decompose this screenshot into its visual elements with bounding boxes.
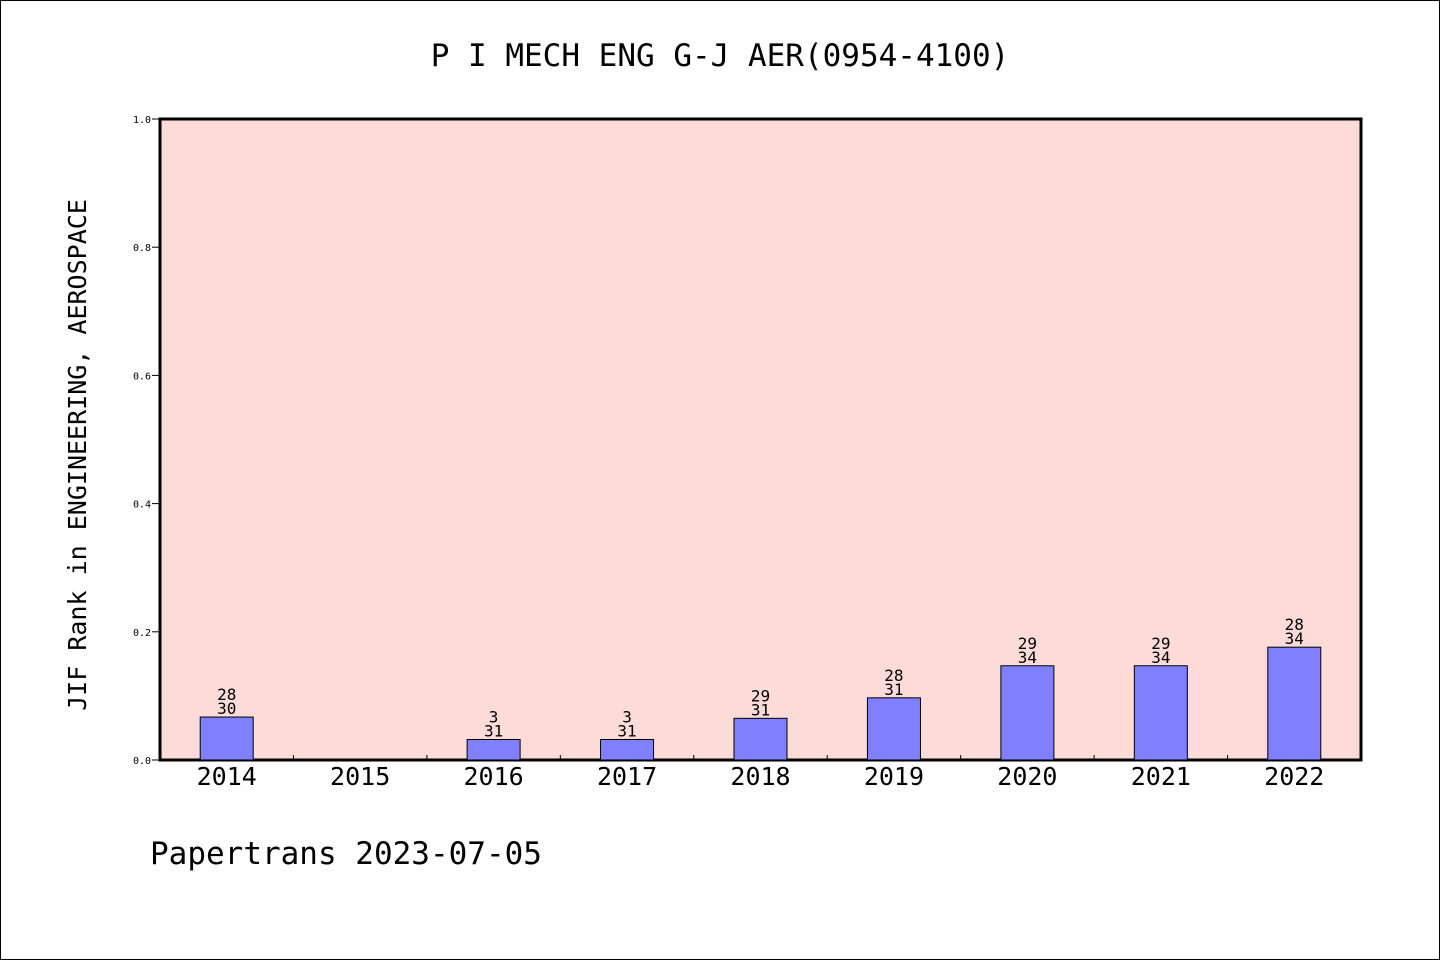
bar-rank-label: 29 [1018, 634, 1037, 653]
bar-total-label: 34 [1018, 648, 1037, 667]
y-tick-label: 0.2 [133, 628, 151, 639]
bar-total-label: 31 [751, 700, 770, 719]
x-tick-label: 2016 [464, 762, 524, 791]
bar [466, 738, 521, 761]
y-tick-label: 0.8 [133, 243, 151, 254]
bar-total-label: 30 [217, 699, 236, 718]
bar-rank-label: 3 [622, 707, 632, 726]
x-tick-label: 2022 [1264, 762, 1324, 791]
bar [1133, 665, 1188, 761]
bar-total-label: 31 [484, 721, 503, 740]
x-tick-label: 2018 [730, 762, 790, 791]
x-tick-label: 2020 [997, 762, 1057, 791]
bar-rank-label: 28 [884, 666, 903, 685]
y-tick-label: 0.6 [133, 371, 151, 382]
y-tick-label: 0.0 [133, 756, 151, 767]
bar-rank-label: 29 [1151, 634, 1170, 653]
x-axis: 2014 2015 2016 2017 2018 2019 2020 2021 2022 [197, 755, 1324, 791]
bar [1267, 646, 1322, 761]
y-axis-label: JIF Rank in ENGINEERING, AEROSPACE [63, 199, 92, 711]
bar-total-label: 34 [1285, 629, 1304, 648]
bar [600, 738, 655, 761]
bar [199, 716, 254, 761]
plot-area [158, 117, 1363, 762]
y-axis: 0.0 0.2 0.4 0.6 0.8 1.0 [133, 115, 160, 767]
chart-title: P I MECH ENG G-J AER(0954-4100) [431, 38, 1010, 74]
bar-series [199, 646, 1322, 761]
bar-rank-label: 28 [217, 685, 236, 704]
bar-rank-label: 3 [489, 707, 499, 726]
bar-rank-label: 29 [751, 686, 770, 705]
bar [866, 697, 921, 761]
x-tick-label: 2017 [597, 762, 657, 791]
x-tick-label: 2015 [330, 762, 390, 791]
y-tick-label: 0.4 [133, 500, 151, 511]
bar-total-label: 31 [617, 721, 636, 740]
bar-rank-label: 28 [1285, 615, 1304, 634]
x-tick-label: 2019 [864, 762, 924, 791]
footer-credit: Papertrans 2023-07-05 [150, 836, 542, 872]
bar-total-label: 34 [1151, 648, 1170, 667]
bar [733, 717, 788, 761]
y-tick-label: 1.0 [133, 115, 151, 126]
x-tick-label: 2021 [1131, 762, 1191, 791]
bar-total-label: 31 [884, 680, 903, 699]
x-tick-label: 2014 [197, 762, 257, 791]
bar [1000, 665, 1055, 761]
